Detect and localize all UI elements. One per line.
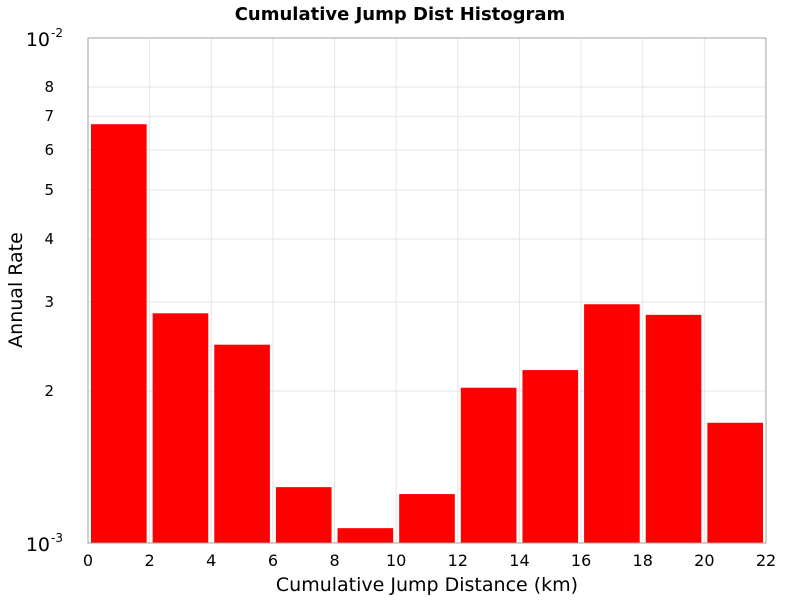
y-decade-base-label: 10 [26,29,50,51]
x-tick-label: 16 [571,551,591,570]
y-tick-label: 3 [44,293,54,311]
y-tick-label: 7 [44,107,54,125]
x-tick-label: 4 [206,551,216,570]
histogram-bar [337,528,394,543]
y-tick-label: 2 [44,382,54,400]
x-tick-label: 6 [268,551,278,570]
y-tick-label: 4 [44,230,54,248]
x-axis-ticks: 0 2 4 6 8 10 12 14 16 18 20 22 [83,551,776,570]
histogram-bar [522,370,579,543]
histogram-bar [460,387,517,543]
y-decade-exponent-label: -2 [51,26,63,40]
bars [91,124,763,543]
plot-area [87,37,767,544]
x-tick-label: 18 [633,551,653,570]
y-tick-label: 6 [44,141,54,159]
y-tick-label: 5 [44,181,54,199]
histogram-bar [214,344,270,543]
x-tick-label: 0 [83,551,93,570]
x-tick-label: 10 [386,551,406,570]
x-tick-label: 2 [145,551,155,570]
histogram-bar [152,313,209,543]
y-tick-label: 8 [44,78,54,96]
histogram-bar [399,494,455,543]
histogram-bar [275,487,332,543]
x-tick-label: 20 [694,551,714,570]
histogram-bar [645,314,702,543]
y-axis-label: Annual Rate [5,232,27,348]
histogram-bar [707,422,763,543]
chart-title: Cumulative Jump Dist Histogram [235,4,566,25]
y-decade-base-label: 10 [26,534,50,556]
x-tick-label: 8 [329,551,339,570]
x-tick-label: 22 [756,551,776,570]
histogram-bar [584,304,640,543]
y-decade-exponent-label: -3 [51,531,63,545]
x-tick-label: 12 [448,551,468,570]
histogram-bar [91,124,147,543]
x-axis-label: Cumulative Jump Distance (km) [276,574,578,596]
x-tick-label: 14 [509,551,529,570]
